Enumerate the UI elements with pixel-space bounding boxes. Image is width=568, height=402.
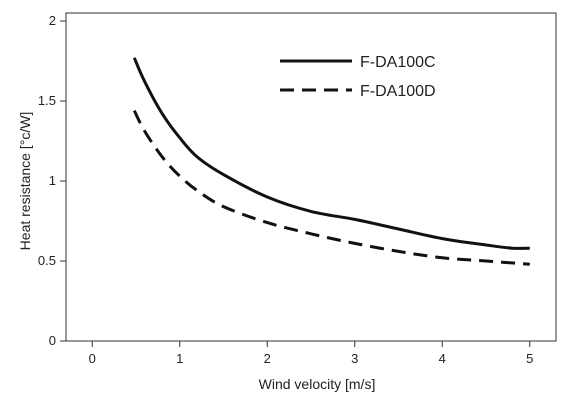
x-tick-label: 1	[176, 351, 183, 366]
legend-label-1: F-DA100C	[360, 54, 436, 71]
y-tick-label: 1.5	[38, 93, 56, 108]
x-tick-label: 2	[264, 351, 271, 366]
series-line-2	[132, 109, 530, 266]
y-tick-label: 0.5	[38, 253, 56, 268]
x-tick-label: 0	[89, 351, 96, 366]
x-tick-label: 3	[351, 351, 358, 366]
tick-marks: 0 1 2 3 4 5 0 0.5 1 1.5 2	[38, 13, 533, 366]
plot-frame	[65, 12, 557, 342]
y-tick-label: 0	[49, 333, 56, 348]
y-tick-label: 1	[49, 173, 56, 188]
x-tick-label: 4	[439, 351, 446, 366]
legend-label-2: F-DA100D	[360, 83, 436, 100]
y-tick-label: 2	[49, 13, 56, 28]
x-tick-label: 5	[526, 351, 533, 366]
legend: F-DA100C F-DA100D	[280, 54, 436, 100]
series-line-1	[132, 57, 530, 250]
y-axis-title: Heat resistance [°c/W]	[17, 112, 33, 251]
axes	[65, 12, 557, 342]
series-lines	[132, 57, 530, 266]
x-axis-title: Wind velocity [m/s]	[259, 376, 376, 392]
